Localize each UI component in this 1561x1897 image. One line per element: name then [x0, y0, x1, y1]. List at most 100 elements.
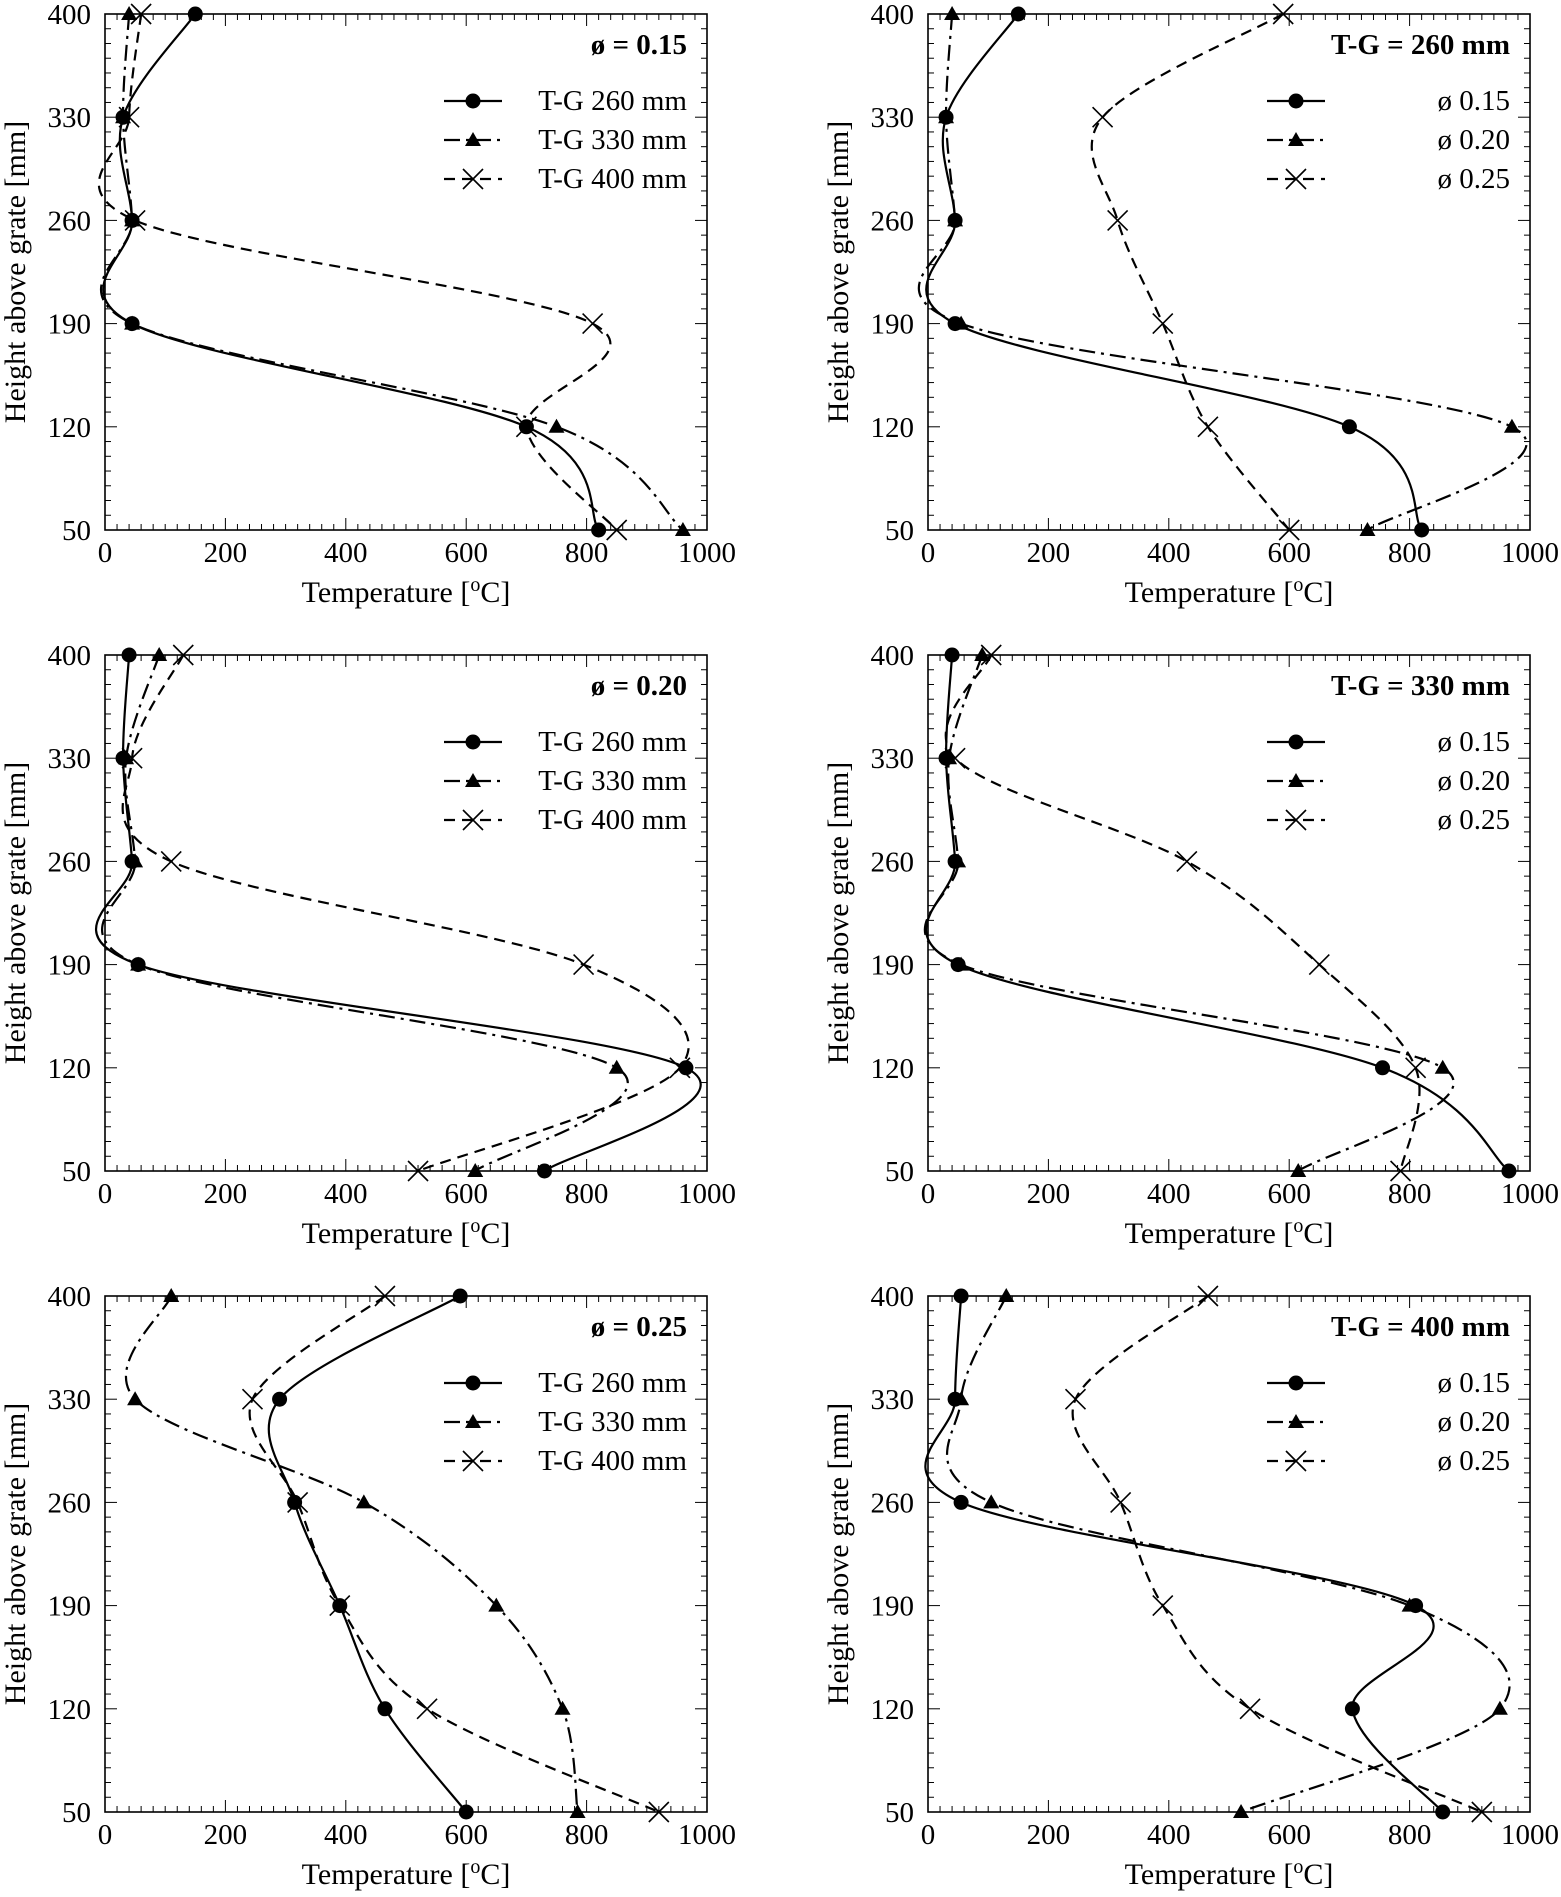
legend-entry: T-G 330 mm: [444, 765, 687, 797]
x-tick-label: 400: [324, 537, 368, 569]
legend-entry: ø 0.25: [1267, 1445, 1510, 1477]
data-point: [377, 1701, 393, 1717]
data-point: [329, 1595, 351, 1617]
y-tick-label: 190: [871, 1591, 915, 1623]
y-tick-label: 50: [62, 1797, 91, 1829]
data-point: [953, 956, 970, 971]
series-3: [1090, 3, 1300, 541]
chart-panel-2: 0 200 400 600 800 1000 50 120 190 260 330 400 Temper…: [822, 0, 1559, 609]
series-1: [924, 1288, 1451, 1820]
data-point: [118, 106, 140, 128]
series-line: [124, 1295, 579, 1813]
legend-entry: ø 0.15: [1267, 1367, 1510, 1399]
y-tick-label: 260: [871, 205, 915, 237]
data-point: [947, 212, 964, 227]
legend-marker: [462, 168, 484, 190]
legend-entry: T-G 330 mm: [444, 1406, 687, 1438]
data-point: [124, 315, 141, 330]
legend-entry: T-G 400 mm: [444, 163, 687, 195]
data-point: [591, 522, 607, 538]
data-point: [374, 1285, 396, 1307]
data-point: [287, 1491, 309, 1513]
x-axis-label-unit: C]: [480, 576, 510, 609]
x-tick-label: 1000: [1501, 537, 1559, 569]
legend-label: ø 0.25: [1438, 1445, 1511, 1477]
data-point: [515, 416, 537, 438]
legend-label: ø 0.15: [1438, 85, 1511, 117]
series-1: [925, 6, 1430, 538]
legend-marker: [465, 1375, 481, 1391]
data-point: [272, 1391, 288, 1407]
y-tick-label: 330: [48, 1384, 92, 1416]
x-tick-label: 800: [565, 537, 609, 569]
series-1: [267, 1288, 474, 1820]
legend-entry: ø 0.25: [1267, 163, 1510, 195]
legend-label: ø 0.20: [1438, 765, 1511, 797]
legend-label: T-G 260 mm: [538, 1367, 687, 1399]
data-point: [953, 1391, 970, 1406]
series-3: [944, 644, 1427, 1182]
data-point: [674, 522, 691, 536]
data-point: [953, 1288, 969, 1304]
data-point: [974, 647, 991, 661]
legend-marker: [1288, 132, 1304, 146]
legend-label: ø 0.15: [1438, 1367, 1511, 1399]
x-tick-label: 0: [98, 1819, 113, 1851]
data-point: [130, 3, 152, 25]
x-tick-label: 800: [565, 1178, 609, 1210]
x-tick-label: 600: [1267, 537, 1311, 569]
y-tick-label: 50: [885, 1156, 914, 1188]
chart-panel-6: 0 200 400 600 800 1000 50 120 190 260 330 400 Temper…: [822, 1281, 1559, 1891]
data-point: [1272, 3, 1294, 25]
y-tick-label: 330: [871, 1384, 915, 1416]
x-axis-label-superscript: o: [1293, 574, 1303, 596]
data-point: [582, 313, 604, 335]
data-point: [944, 647, 960, 663]
x-tick-label: 800: [1388, 1819, 1432, 1851]
legend-entry: ø 0.20: [1267, 765, 1510, 797]
data-point: [172, 644, 194, 666]
data-point: [983, 1494, 1000, 1509]
legend-label: T-G 400 mm: [538, 163, 687, 195]
data-point: [1401, 1597, 1418, 1612]
legend-label: T-G 400 mm: [538, 1445, 687, 1477]
y-axis-label: Height above grate [mm]: [822, 121, 855, 423]
series-line: [917, 13, 1528, 531]
y-tick-label: 190: [871, 950, 915, 982]
legend-marker: [1285, 809, 1307, 831]
data-point: [1278, 519, 1300, 541]
y-axis-label: Height above grate [mm]: [0, 1403, 32, 1705]
panel-title: ø = 0.15: [591, 29, 687, 61]
legend-label: ø 0.20: [1438, 1406, 1511, 1438]
legend-label: T-G 260 mm: [538, 85, 687, 117]
x-tick-label: 400: [324, 1178, 368, 1210]
x-tick-label: 1000: [678, 537, 736, 569]
data-point: [998, 1288, 1015, 1302]
data-point: [648, 1801, 670, 1823]
data-point: [1471, 1801, 1493, 1823]
y-tick-label: 400: [48, 1281, 92, 1313]
legend-label: T-G 330 mm: [538, 1406, 687, 1438]
series-line: [946, 1295, 1511, 1814]
legend-entry: T-G 260 mm: [444, 726, 687, 758]
x-tick-label: 600: [444, 537, 488, 569]
x-tick-label: 1000: [678, 1178, 736, 1210]
data-point: [1308, 954, 1330, 976]
data-point: [980, 644, 1002, 666]
y-tick-label: 190: [48, 950, 92, 982]
x-axis-label: Temperature [oC]: [1125, 1856, 1334, 1891]
series-3: [121, 644, 691, 1182]
x-axis-label: Temperature [oC]: [302, 1215, 511, 1250]
series-2: [100, 647, 629, 1177]
legend-marker: [1288, 1414, 1304, 1428]
y-tick-label: 400: [871, 1281, 915, 1313]
data-point: [950, 853, 967, 868]
series-2: [100, 6, 691, 536]
legend-label: T-G 400 mm: [538, 804, 687, 836]
y-tick-label: 190: [48, 309, 92, 341]
x-tick-label: 0: [921, 537, 936, 569]
x-axis-label-text: Temperature [: [302, 576, 471, 609]
legend-marker: [465, 93, 481, 109]
y-tick-label: 330: [48, 102, 92, 134]
data-point: [124, 212, 141, 227]
